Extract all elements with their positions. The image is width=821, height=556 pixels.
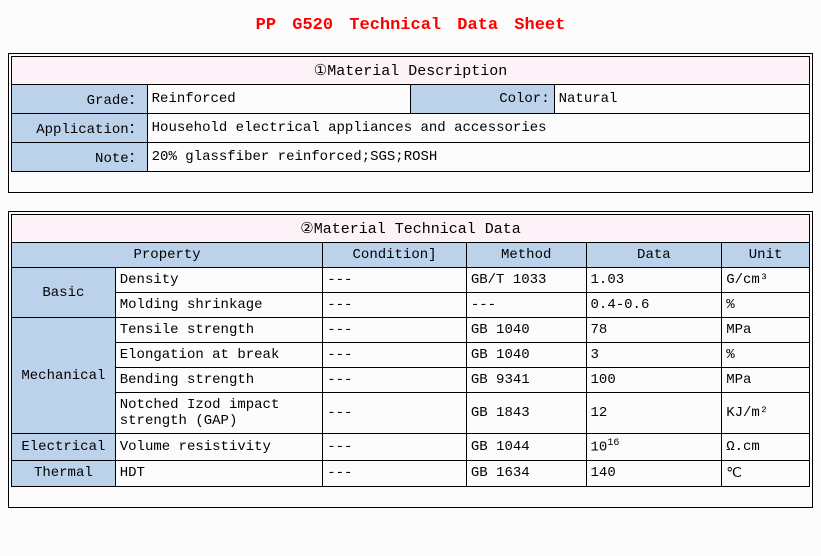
data-cell: 0.4-0.6	[586, 293, 722, 318]
data-cell: 1.03	[586, 268, 722, 293]
property-cell: Tensile strength	[115, 318, 322, 343]
col-condition: Condition]	[323, 243, 467, 268]
table-row: Molding shrinkage------0.4-0.6%	[12, 293, 810, 318]
condition-cell: ---	[323, 343, 467, 368]
data-cell: 100	[586, 368, 722, 393]
material-description-outer: ①Material Description Grade： Reinforced …	[8, 53, 813, 193]
condition-cell: ---	[323, 268, 467, 293]
property-cell: Molding shrinkage	[115, 293, 322, 318]
grade-value: Reinforced	[147, 85, 410, 114]
unit-cell: ℃	[722, 460, 810, 486]
condition-cell: ---	[323, 460, 467, 486]
note-label: Note：	[12, 143, 148, 172]
data-cell: 12	[586, 393, 722, 434]
grade-label: Grade：	[12, 85, 148, 114]
condition-cell: ---	[323, 368, 467, 393]
category-cell: Basic	[12, 268, 116, 318]
category-cell: Electrical	[12, 434, 116, 461]
table-row: BasicDensity---GB/T 10331.03G/cm³	[12, 268, 810, 293]
technical-data-outer: ②Material Technical Data PropertyConditi…	[8, 211, 813, 508]
method-cell: GB 1634	[466, 460, 586, 486]
data-cell: 140	[586, 460, 722, 486]
condition-cell: ---	[323, 293, 467, 318]
unit-cell: %	[722, 293, 810, 318]
method-cell: ---	[466, 293, 586, 318]
note-value: 20% glassfiber reinforced;SGS;ROSH	[147, 143, 809, 172]
material-description-table: ①Material Description Grade： Reinforced …	[11, 56, 810, 172]
technical-data-table: ②Material Technical Data PropertyConditi…	[11, 214, 810, 487]
property-cell: HDT	[115, 460, 322, 486]
condition-cell: ---	[323, 393, 467, 434]
col-unit: Unit	[722, 243, 810, 268]
column-header-row: PropertyCondition]MethodDataUnit	[12, 243, 810, 268]
unit-cell: G/cm³	[722, 268, 810, 293]
data-cell: 78	[586, 318, 722, 343]
color-label: Color:	[410, 85, 554, 114]
method-cell: GB/T 1033	[466, 268, 586, 293]
col-property: Property	[12, 243, 323, 268]
table-row: Notched Izod impact strength (GAP)---GB …	[12, 393, 810, 434]
unit-cell: MPa	[722, 368, 810, 393]
property-cell: Bending strength	[115, 368, 322, 393]
unit-cell: MPa	[722, 318, 810, 343]
property-cell: Notched Izod impact strength (GAP)	[115, 393, 322, 434]
category-cell: Thermal	[12, 460, 116, 486]
method-cell: GB 1044	[466, 434, 586, 461]
col-method: Method	[466, 243, 586, 268]
application-value: Household electrical appliances and acce…	[147, 114, 809, 143]
method-cell: GB 9341	[466, 368, 586, 393]
condition-cell: ---	[323, 434, 467, 461]
table-row: Elongation at break---GB 10403%	[12, 343, 810, 368]
property-cell: Volume resistivity	[115, 434, 322, 461]
section2-header: ②Material Technical Data	[12, 215, 810, 243]
unit-cell: KJ/m²	[722, 393, 810, 434]
col-data: Data	[586, 243, 722, 268]
data-cell: 3	[586, 343, 722, 368]
data-cell: 1016	[586, 434, 722, 461]
page-title: PP G520 Technical Data Sheet	[8, 16, 813, 35]
method-cell: GB 1040	[466, 343, 586, 368]
unit-cell: Ω.cm	[722, 434, 810, 461]
property-cell: Elongation at break	[115, 343, 322, 368]
table-row: Bending strength---GB 9341100MPa	[12, 368, 810, 393]
method-cell: GB 1040	[466, 318, 586, 343]
application-label: Application：	[12, 114, 148, 143]
table-row: ThermalHDT---GB 1634140℃	[12, 460, 810, 486]
method-cell: GB 1843	[466, 393, 586, 434]
section1-header: ①Material Description	[12, 57, 810, 85]
category-cell: Mechanical	[12, 318, 116, 434]
color-value: Natural	[554, 85, 809, 114]
property-cell: Density	[115, 268, 322, 293]
unit-cell: %	[722, 343, 810, 368]
table-row: ElectricalVolume resistivity---GB 104410…	[12, 434, 810, 461]
table-row: MechanicalTensile strength---GB 104078MP…	[12, 318, 810, 343]
condition-cell: ---	[323, 318, 467, 343]
